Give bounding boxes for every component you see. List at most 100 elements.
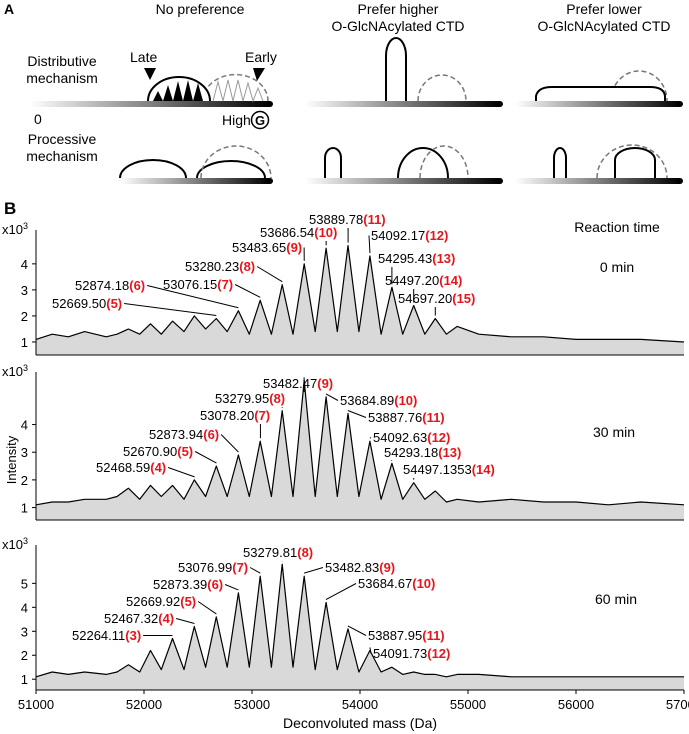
x-axis-title: Deconvoluted mass (Da) <box>283 715 437 731</box>
y-unit-base: x10 <box>2 537 23 552</box>
peak-count: (13) <box>432 251 455 266</box>
column-title: No preference <box>156 1 245 17</box>
peak-mass: 54092.63 <box>373 430 427 445</box>
peak-label: 52873.39(6) <box>153 577 223 592</box>
row-title: mechanism <box>26 148 98 164</box>
y-unit-exp: 3 <box>23 221 28 231</box>
peak-mass: 52467.32 <box>104 611 158 626</box>
peak-mass: 54092.17 <box>371 228 425 243</box>
area <box>36 245 684 355</box>
y-tick-label: 2 <box>21 648 28 663</box>
late-label: Late <box>130 49 157 65</box>
time-label: 0 min <box>600 259 634 275</box>
peak-label: 53889.78(11) <box>309 212 386 227</box>
distributions <box>119 37 668 179</box>
peak-mass: 53889.78 <box>309 212 363 227</box>
peak-leader <box>249 567 261 574</box>
area <box>36 564 684 690</box>
peak-count: (6) <box>207 577 223 592</box>
early-label: Early <box>245 49 277 65</box>
y-tick-label: 4 <box>21 418 28 433</box>
peak-label: 53280.23(8) <box>185 259 255 274</box>
y-unit-exp: 3 <box>23 536 28 546</box>
peak-count: (7) <box>254 408 270 423</box>
x-tick-label: 52000 <box>126 697 162 712</box>
peak-label: 52468.59(4) <box>96 460 166 475</box>
peak-label: 54497.1353(14) <box>403 462 495 477</box>
peak-count: (8) <box>239 259 255 274</box>
peak-leader <box>325 393 339 401</box>
peak-label: 53684.89(10) <box>340 393 417 408</box>
peak-mass: 53078.20 <box>200 408 254 423</box>
peak-label: 54295.43(13) <box>378 251 455 266</box>
x-tick-label: 56000 <box>558 697 594 712</box>
peak-count: (12) <box>425 228 448 243</box>
peak-leader <box>124 303 217 317</box>
peak-count: (13) <box>438 445 461 460</box>
peak-label: 53076.15(7) <box>163 277 233 292</box>
row-title: Distributive <box>27 53 96 69</box>
scale-low: 0 <box>34 111 42 127</box>
peak-label: 53482.83(9) <box>325 560 395 575</box>
peak-mass: 54293.18 <box>384 445 438 460</box>
y-tick-label: 3 <box>21 624 28 639</box>
time-label: 30 min <box>593 424 635 440</box>
peak-count: (4) <box>150 460 166 475</box>
line <box>35 245 685 343</box>
peak-mass: 54295.43 <box>378 251 432 266</box>
peak-mass: 52873.39 <box>153 577 207 592</box>
peak-label: 53076.99(7) <box>178 560 248 575</box>
peak-label: 53483.65(9) <box>232 240 302 255</box>
spectrum: 1 2 3 4 5 51000 52000 53000 54000 55000 56000 57000… <box>2 536 689 712</box>
peak-count: (10) <box>394 393 417 408</box>
column-title: Prefer higher <box>358 1 439 17</box>
peak-label: 53482.47(9) <box>263 376 333 391</box>
peak-count: (12) <box>427 646 450 661</box>
peak-mass: 52468.59 <box>96 460 150 475</box>
peak-label: 54497.20(14) <box>385 273 462 288</box>
peak-label: 54293.18(13) <box>384 445 461 460</box>
peak-mass: 53887.95 <box>368 628 422 643</box>
peak-mass: 53887.76 <box>368 410 422 425</box>
y-tick-label: 2 <box>21 473 28 488</box>
peak-count: (14) <box>472 462 495 477</box>
time-title: Reaction time <box>574 219 660 235</box>
panel-b: B Reaction time Intensity Deconvoluted m… <box>4 199 660 731</box>
y-tick-label: 5 <box>21 576 28 591</box>
peak-leader <box>234 284 261 298</box>
x-tick-label: 53000 <box>234 697 270 712</box>
y-tick-label: 3 <box>21 283 28 298</box>
peak-label: 54091.73(12) <box>373 646 450 661</box>
peak-mass: 53684.89 <box>340 393 394 408</box>
peak-mass: 53483.65 <box>232 240 286 255</box>
row-title: mechanism <box>26 70 98 86</box>
peak-label: 54092.17(12) <box>371 228 448 243</box>
peak-count: (4) <box>158 611 174 626</box>
y-unit: x103 <box>2 536 28 552</box>
column-title: Prefer lower <box>566 1 642 17</box>
peak-mass: 52874.18 <box>75 278 129 293</box>
peak-mass: 53686.54 <box>260 225 314 240</box>
peak-leader <box>347 625 367 636</box>
y-unit: x103 <box>2 363 28 379</box>
column-title: O-GlcNAcylated CTD <box>331 18 464 34</box>
peak-leader <box>256 266 283 283</box>
y-tick-label: 1 <box>21 335 28 350</box>
peak-count: (8) <box>269 391 285 406</box>
peak-mass: 53279.81 <box>243 545 297 560</box>
peak-leader <box>368 235 371 254</box>
peak-leader <box>325 583 357 600</box>
x-tick-label: 55000 <box>450 697 486 712</box>
time-label: 60 min <box>595 591 637 607</box>
peak-mass: 52670.90 <box>123 444 177 459</box>
peak-label: 52874.18(6) <box>75 278 145 293</box>
peak-label: 52669.50(5) <box>52 296 122 311</box>
peak-mass: 53076.99 <box>178 560 232 575</box>
x-tick-label: 54000 <box>342 697 378 712</box>
peak-count: (6) <box>203 427 219 442</box>
line <box>35 379 685 506</box>
peak-mass: 53280.23 <box>185 259 239 274</box>
y-tick-label: 2 <box>21 309 28 324</box>
peak-count: (5) <box>106 296 122 311</box>
